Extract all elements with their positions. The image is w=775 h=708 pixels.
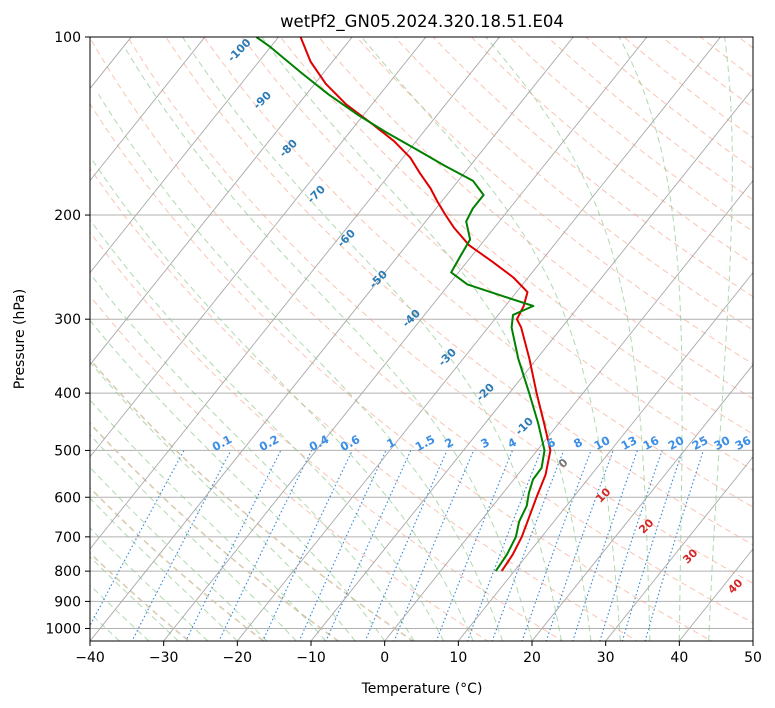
isotherm-line — [384, 179, 753, 641]
moist-adiabat — [90, 466, 268, 641]
y-tick-label: 900 — [54, 594, 81, 610]
moist-adiabat — [90, 319, 386, 641]
dry-adiabat — [90, 422, 340, 641]
y-tick-label: 600 — [54, 490, 81, 506]
moist-adiabat — [90, 361, 356, 641]
dry-adiabat — [279, 37, 753, 435]
mixing-ratio-line — [599, 450, 663, 641]
x-tick-label: 40 — [670, 650, 688, 666]
x-tick-label: −10 — [296, 650, 326, 666]
mixing-ratio-lines — [90, 450, 704, 641]
dry-adiabat — [203, 37, 753, 508]
moist-adiabat — [90, 218, 445, 641]
plot-frame — [89, 36, 754, 642]
moist-adiabat — [125, 49, 533, 641]
mixing-ratio-label: 30 — [712, 433, 733, 453]
mixing-ratio-line — [325, 450, 412, 641]
mixing-ratio-label: 25 — [690, 433, 711, 453]
mixing-ratio-line — [466, 450, 542, 641]
isotherm-line — [90, 37, 501, 550]
mixing-ratio-label: 16 — [641, 433, 662, 453]
x-tick-label: −20 — [223, 650, 253, 666]
isotherm-line — [90, 37, 427, 458]
moist-adiabat — [90, 497, 238, 641]
x-tick-label: 0 — [380, 650, 389, 666]
mixing-ratio-line — [644, 450, 704, 641]
dry-adiabat — [356, 37, 753, 365]
y-tick-label: 100 — [54, 30, 81, 46]
x-tick-label: 10 — [449, 650, 467, 666]
mixing-ratio-line — [621, 450, 684, 641]
mixing-ratio-label: 10 — [592, 433, 613, 453]
isotherm-line — [90, 37, 280, 274]
y-tick-label: 800 — [54, 564, 81, 580]
isotherm-line — [531, 364, 753, 641]
mixing-ratio-line — [393, 450, 475, 641]
mixing-ratio-line — [218, 450, 313, 641]
y-tick-label: 200 — [54, 208, 81, 224]
chart-title: wetPf2_GN05.2024.320.18.51.E04 — [280, 12, 564, 32]
mixing-ratio-line — [364, 450, 448, 641]
y-tick-label: 1000 — [45, 621, 81, 637]
skewed-isotherms — [90, 37, 753, 641]
dry-adiabat — [165, 37, 753, 546]
x-tick-label: 20 — [523, 650, 541, 666]
moist-adiabats — [90, 37, 733, 641]
x-tick-label: −30 — [149, 650, 179, 666]
isotherm-line — [457, 271, 753, 641]
dry-adiabat — [127, 37, 753, 584]
moist-adiabat — [708, 37, 733, 641]
mixing-ratio-label: 13 — [619, 433, 640, 453]
y-axis-ticks: 100 200 300 400 500 600 700 800 900 1000 — [45, 30, 90, 637]
y-tick-label: 400 — [54, 386, 81, 402]
moist-adiabat — [485, 37, 651, 641]
mixing-ratio-line — [185, 450, 282, 641]
x-tick-label: 30 — [597, 650, 615, 666]
temperature-profile-line — [299, 37, 552, 572]
moist-adiabat — [182, 37, 562, 641]
x-axis-ticks: −40 −30 −20 −10 0 10 20 30 40 50 — [75, 641, 762, 666]
moist-adiabat — [98, 94, 503, 641]
moist-adiabat — [90, 399, 327, 641]
moist-adiabat — [618, 37, 683, 641]
dry-adiabat — [317, 37, 753, 400]
profile-series — [255, 37, 552, 572]
mixing-ratio-line — [298, 450, 387, 641]
isotherm-line — [163, 37, 648, 641]
isotherm-line — [236, 37, 722, 641]
y-tick-label: 700 — [54, 530, 81, 546]
x-tick-label: 50 — [744, 650, 762, 666]
dry-adiabat — [90, 295, 489, 641]
dry-adiabat — [90, 231, 564, 641]
isotherm-line — [90, 37, 574, 641]
y-tick-label: 300 — [54, 312, 81, 328]
dry-adiabat — [90, 358, 415, 641]
mixing-ratio-line — [435, 450, 514, 641]
isotherm-line — [605, 456, 753, 641]
mixing-ratio-line — [262, 450, 353, 641]
x-tick-label: −40 — [75, 650, 105, 666]
moist-adiabat — [90, 155, 474, 641]
isotherm-line — [310, 87, 753, 641]
isotherm-line — [90, 37, 353, 366]
y-axis-title: Pressure (hPa) — [12, 289, 28, 389]
mixing-ratio-label: 36 — [733, 433, 754, 453]
moist-adiabat — [261, 37, 592, 641]
mixing-ratio-label: 20 — [666, 433, 687, 453]
moist-adiabat — [361, 37, 621, 641]
dry-adiabats — [90, 37, 753, 641]
y-tick-label: 500 — [54, 443, 81, 459]
dry-adiabat — [241, 37, 753, 471]
dry-adiabat — [90, 167, 639, 641]
x-axis-title: Temperature (°C) — [361, 681, 483, 697]
dewpoint-profile-line — [255, 37, 546, 572]
